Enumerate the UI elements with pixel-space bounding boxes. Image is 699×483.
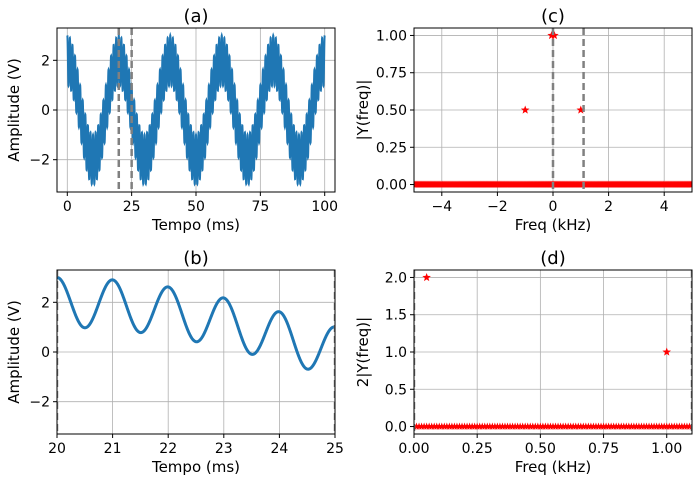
y-tick-label: 1.0	[385, 345, 407, 361]
y-axis-label: Amplitude (V)	[5, 58, 23, 162]
y-tick-label: 0.00	[376, 178, 407, 194]
chart-b: 20 21 22 23 24 25 −2 0 2 (b) Tempo (ms) Amplitude (…	[5, 248, 344, 476]
x-tick-label: 4	[660, 199, 669, 215]
chart-title: (b)	[183, 248, 208, 269]
baseline-markers	[414, 180, 692, 188]
x-tick-label: 20	[48, 441, 66, 457]
x-axis-label: Tempo (ms)	[151, 458, 240, 476]
y-tick-label: 0.50	[376, 103, 407, 119]
y-tick-label: 2	[41, 53, 50, 69]
x-tick-label: 22	[159, 441, 177, 457]
y-axis-label: 2|Y(freq)|	[354, 317, 372, 387]
y-tick-label: 0.0	[385, 420, 407, 436]
y-tick-label: 0.75	[376, 66, 407, 82]
chart-title: (a)	[183, 6, 208, 27]
chart-d: 0.00 0.25 0.50 0.75 1.00 0.0 0.5 1.0 1.5 2.0 (d) Fr…	[354, 248, 693, 476]
x-tick-label: 0	[549, 199, 558, 215]
data-point	[550, 30, 559, 40]
x-tick-label: 50	[187, 199, 205, 215]
y-tick-label: 1.5	[385, 308, 407, 324]
chart-a: 0 25 50 75 100 −2 0 2 (a) Tempo (ms) Amplitude (V)	[5, 6, 338, 234]
y-tick-label: 2.0	[385, 270, 407, 286]
x-tick-label: 25	[123, 199, 141, 215]
chart-c: −4 −2 0 2 4 0.00 0.25 0.50 0.75 1.00 (c) Freq (kHz)…	[354, 6, 693, 234]
x-tick-label: 100	[311, 199, 338, 215]
data-point	[422, 272, 431, 282]
x-tick-label: 1.00	[651, 441, 682, 457]
x-tick-label: 25	[326, 441, 344, 457]
data-point	[520, 105, 530, 114]
y-axis-label: |Y(freq)|	[354, 80, 372, 141]
x-tick-label: 0.25	[462, 441, 493, 457]
y-tick-label: 0.5	[385, 382, 407, 398]
signal-line	[66, 31, 326, 188]
chart-title: (d)	[540, 248, 565, 269]
plot-area	[57, 270, 335, 434]
plot-area	[66, 28, 326, 192]
y-tick-label: −2	[29, 395, 50, 411]
baseline-marker	[688, 180, 692, 188]
x-tick-label: 23	[215, 441, 233, 457]
x-tick-label: −2	[487, 199, 508, 215]
y-axis-label: Amplitude (V)	[5, 300, 23, 404]
x-tick-label: 0	[63, 199, 72, 215]
x-tick-label: 0.50	[525, 441, 556, 457]
data-point	[576, 105, 586, 114]
baseline-markers	[414, 422, 692, 430]
x-tick-label: −4	[431, 199, 452, 215]
y-tick-label: 0	[41, 103, 50, 119]
plot-area	[414, 28, 692, 192]
x-tick-label: 2	[604, 199, 613, 215]
y-tick-label: −2	[29, 153, 50, 169]
data-point	[662, 347, 672, 356]
x-axis-label: Tempo (ms)	[151, 216, 240, 234]
plot-area	[414, 270, 692, 434]
x-tick-label: 21	[104, 441, 122, 457]
x-axis-label: Freq (kHz)	[515, 216, 591, 234]
x-tick-label: 75	[251, 199, 269, 215]
y-tick-label: 0	[41, 345, 50, 361]
y-tick-label: 1.00	[376, 28, 407, 44]
signal-line	[57, 275, 335, 371]
chart-title: (c)	[541, 6, 565, 27]
x-axis-label: Freq (kHz)	[515, 458, 591, 476]
y-tick-label: 0.25	[376, 140, 407, 156]
x-tick-label: 24	[270, 441, 288, 457]
x-tick-label: 0.75	[588, 441, 619, 457]
x-tick-label: 0.00	[398, 441, 429, 457]
y-tick-label: 2	[41, 295, 50, 311]
